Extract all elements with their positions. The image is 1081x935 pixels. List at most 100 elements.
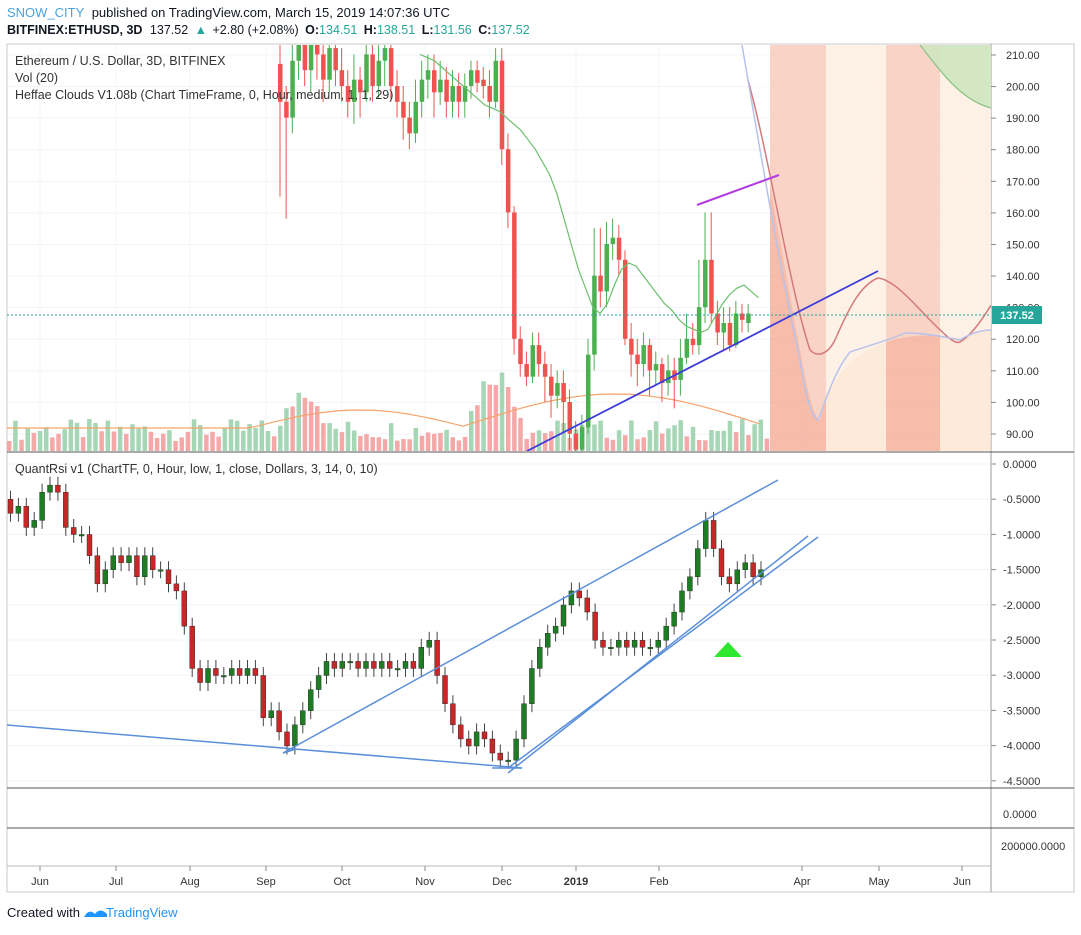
last-price: 137.52 <box>150 23 188 37</box>
price-candle-body <box>382 48 388 61</box>
rsi-candle-body <box>481 731 488 740</box>
volume-bar <box>598 420 603 451</box>
price-candle-body <box>666 370 671 384</box>
rsi-candle-body <box>466 738 472 747</box>
rsi-candle-body <box>410 661 417 669</box>
rsi-candle-body <box>647 647 654 649</box>
volume-ma-line <box>7 393 760 429</box>
price-candle-body <box>653 364 659 371</box>
volume-bar <box>154 438 160 451</box>
footer-brand[interactable]: TradingView <box>106 905 178 920</box>
rsi-candle-body <box>70 527 77 535</box>
author-name[interactable]: SNOW_CITY <box>7 5 85 20</box>
rsi-candle-body <box>560 604 567 627</box>
price-tick-label: 180.00 <box>1006 145 1040 157</box>
rsi-candle-body <box>149 555 156 570</box>
volume-bar <box>210 431 215 451</box>
volume-bar <box>653 421 659 451</box>
price-tick-label: 120.00 <box>1006 334 1040 346</box>
rsi-candle-body <box>521 703 527 740</box>
price-candle-body <box>370 54 375 86</box>
rsi-candle-body <box>221 675 227 678</box>
volume-bar <box>740 419 745 451</box>
volume-bar <box>265 431 271 451</box>
time-tick-label: 2019 <box>564 876 588 888</box>
volume-bar <box>7 441 12 451</box>
price-candle-body <box>573 433 579 450</box>
tradingview-logo-icon <box>84 910 107 917</box>
price-candle-body <box>647 345 653 371</box>
volume-bar <box>462 436 468 451</box>
cloud-band <box>886 45 940 451</box>
volume-bar <box>234 420 240 451</box>
rsi-candle-body <box>47 484 53 493</box>
price-candle-body <box>456 86 462 102</box>
rsi-tick-label: -2.0000 <box>1003 600 1040 612</box>
volume-bar <box>99 431 104 451</box>
rsi-candle-body <box>39 492 45 521</box>
price-ma-line <box>419 53 759 334</box>
price-tick-label: 200.00 <box>1006 82 1040 94</box>
last-price-tag-label: 137.52 <box>1000 310 1034 322</box>
volume-bar <box>19 439 24 451</box>
rsi-candle-body <box>268 710 274 718</box>
pane3-tick-label: 0.0000 <box>1003 809 1037 821</box>
rsi-candle-body <box>710 520 717 549</box>
volume-bar <box>142 426 148 451</box>
buy-signal-arrow-icon <box>714 642 742 657</box>
time-tick-label: Jul <box>109 876 123 888</box>
volume-bar <box>678 420 683 451</box>
rsi-candle-body <box>118 555 124 563</box>
price-candle-body <box>536 345 542 365</box>
volume-bar <box>241 430 246 451</box>
volume-bar <box>666 428 671 451</box>
time-tick-label: Oct <box>333 876 350 888</box>
volume-bar <box>124 433 129 451</box>
rsi-candle-body <box>418 647 424 669</box>
cloud-red-line <box>747 79 991 355</box>
price-candle-body <box>302 45 308 71</box>
price-candle-body <box>345 86 351 102</box>
rsi-candle-body <box>236 668 243 676</box>
low-label: L: <box>422 23 434 37</box>
volume-bar <box>709 430 714 451</box>
price-tick-label: 110.00 <box>1006 366 1039 378</box>
price-candle-body <box>388 48 394 86</box>
volume-bar <box>727 420 733 451</box>
price-pane[interactable] <box>7 16 991 465</box>
price-candle-body <box>635 354 640 365</box>
volume-bar <box>13 420 18 451</box>
price-tick-label: 190.00 <box>1006 113 1040 125</box>
rsi-candle-body <box>323 661 330 676</box>
volume-bar <box>752 424 757 451</box>
rsi-candle-body <box>679 590 685 613</box>
volume-bar <box>475 405 480 451</box>
volume-bar <box>216 436 221 451</box>
price-tick-label: 160.00 <box>1006 208 1040 220</box>
rsi-candle-body <box>450 703 456 726</box>
rsi-pane[interactable] <box>7 463 991 782</box>
rsi-tick-label: 0.0000 <box>1003 459 1037 471</box>
price-candle-body <box>622 259 628 339</box>
price-tick-label: 150.00 <box>1006 239 1040 251</box>
volume-bar <box>647 430 653 451</box>
rsi-candle-body <box>718 548 725 577</box>
volume-bar <box>278 425 283 451</box>
volume-bar <box>586 423 591 451</box>
volume-bar <box>321 423 326 451</box>
rsi-candle-body <box>371 661 377 669</box>
volume-bar <box>284 408 289 451</box>
volume-bar <box>37 431 43 451</box>
volume-bar <box>148 431 154 451</box>
rsi-candle-body <box>663 625 669 641</box>
rsi-candle-body <box>252 668 259 676</box>
price-candle-body <box>351 79 357 102</box>
volume-bar <box>315 406 320 451</box>
price-candle-body <box>524 364 529 377</box>
price-candle-body <box>364 54 369 93</box>
price-candle-body <box>290 60 295 118</box>
rsi-candle-body <box>639 640 646 648</box>
price-candle-body <box>610 237 616 244</box>
